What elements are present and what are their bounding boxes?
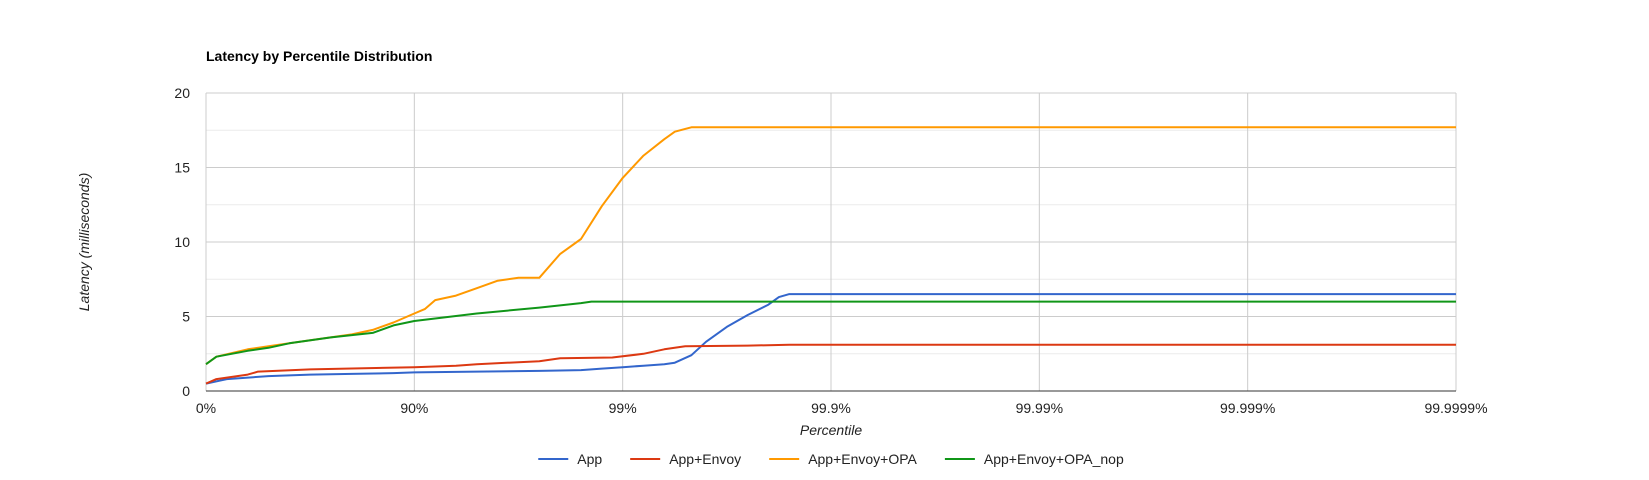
x-axis-title: Percentile bbox=[800, 422, 862, 438]
x-tick-label: 99.999% bbox=[1220, 400, 1275, 416]
legend-label: App+Envoy bbox=[669, 451, 741, 467]
legend-item-1[interactable]: App+Envoy bbox=[630, 451, 741, 467]
y-tick-label: 0 bbox=[182, 383, 190, 399]
x-tick-label: 99.99% bbox=[1016, 400, 1063, 416]
grid-lines bbox=[205, 92, 1457, 392]
legend-label: App+Envoy+OPA bbox=[808, 451, 917, 467]
y-tick-label: 5 bbox=[182, 309, 190, 325]
legend-item-0[interactable]: App bbox=[538, 451, 602, 467]
x-tick-label: 99.9999% bbox=[1424, 400, 1487, 416]
y-tick-label: 15 bbox=[174, 160, 190, 176]
axes: 0 5 10 15 20 0% 90% 99% 99.9% 99.99% 99.999% 99.999… bbox=[76, 85, 1488, 438]
legend-item-3[interactable]: App+Envoy+OPA_nop bbox=[944, 451, 1124, 467]
chart-title: Latency by Percentile Distribution bbox=[206, 48, 433, 64]
x-tick-label: 90% bbox=[400, 400, 428, 416]
series-line-3 bbox=[205, 300, 1456, 366]
x-tick-label: 99% bbox=[609, 400, 637, 416]
y-tick-label: 20 bbox=[174, 85, 190, 101]
legend-label: App bbox=[577, 451, 602, 467]
y-axis-title: Latency (milliseconds) bbox=[76, 173, 92, 312]
legend-label: App+Envoy+OPA_nop bbox=[984, 451, 1124, 467]
x-tick-label: 0% bbox=[196, 400, 216, 416]
y-tick-label: 10 bbox=[174, 234, 190, 250]
series-line-1 bbox=[205, 343, 1456, 385]
legend-item-2[interactable]: App+Envoy+OPA bbox=[769, 451, 918, 467]
x-tick-label: 99.9% bbox=[811, 400, 851, 416]
series-lines bbox=[205, 126, 1456, 385]
series-line-0 bbox=[205, 293, 1456, 385]
legend: App App+Envoy App+Envoy+OPA App+Envoy+OPA_n… bbox=[538, 451, 1124, 467]
